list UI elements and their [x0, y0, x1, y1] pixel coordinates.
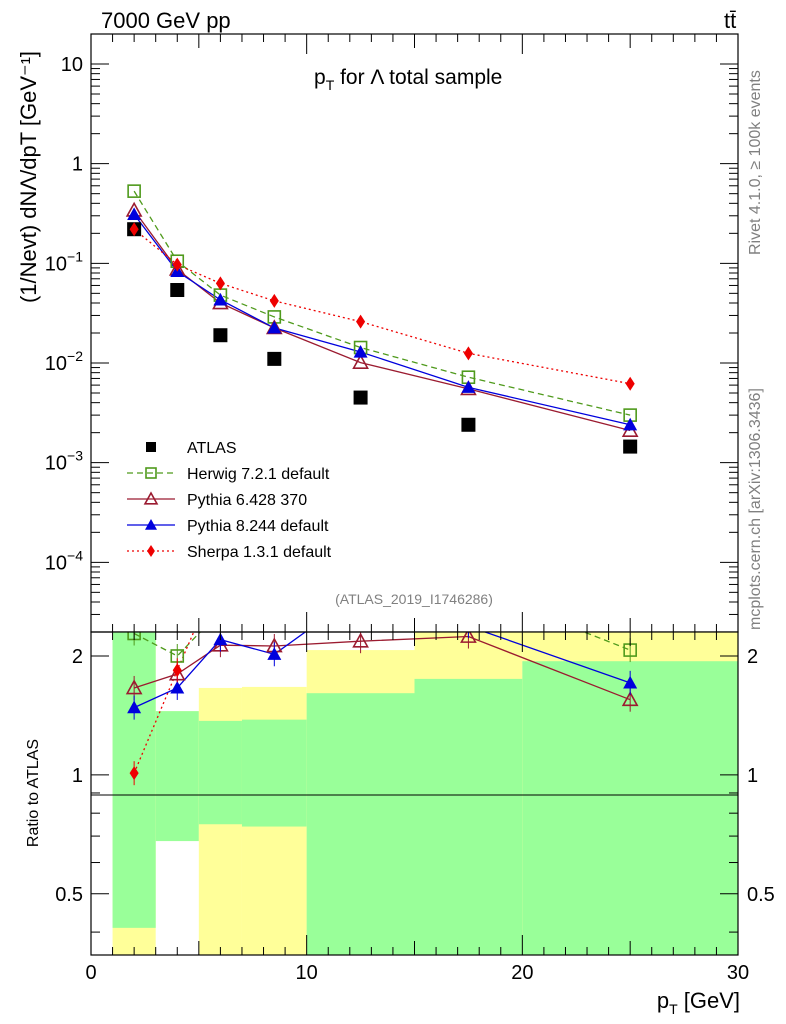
ratio-band-green: [241, 719, 307, 827]
main-y-tick-label: 1: [72, 154, 83, 176]
ratio-y-axis-label: Ratio to ATLAS: [25, 739, 42, 847]
legend-atlas-marker: [146, 442, 156, 452]
py8-point: [353, 344, 368, 358]
legend-atlas-label: ATLAS: [187, 440, 237, 457]
py8-line: [133, 213, 631, 426]
ratio-plot-frame: [90, 631, 739, 956]
sherpa-ratio-point: [464, 485, 473, 499]
py8-point: [623, 417, 638, 431]
ratio-y-tick-label-left: 1: [72, 765, 83, 787]
py8-point: [213, 292, 228, 306]
py8-point: [461, 380, 476, 393]
x-tick-label: 30: [727, 962, 749, 984]
herwig-ratio-point: [355, 575, 367, 587]
plot-title: pT for Λ total sample: [314, 66, 502, 93]
py8-ratio-point: [170, 680, 185, 694]
energy-label: 7000 GeV pp: [101, 8, 231, 33]
py8-ratio-point: [623, 675, 638, 689]
x-axis-label-subscript: T: [669, 1001, 678, 1017]
py6-ratio-point: [125, 679, 143, 695]
x-axis-label: pT [GeV]: [657, 988, 740, 1017]
ratio-band-green: [155, 711, 199, 842]
sherpa-ratio-point: [129, 766, 139, 781]
process-label: tt̄: [724, 8, 736, 33]
herwig-ratio-point: [268, 605, 280, 617]
ratio-y-tick-label-right: 0.5: [747, 884, 775, 906]
legend-herwig-label: Herwig 7.2.1 default: [187, 466, 330, 483]
main-y-axis-label: (1/Nevt) dNΛ/dpT [GeV⁻¹]: [16, 51, 41, 303]
atlas-point: [353, 390, 368, 405]
atlas-point: [623, 439, 638, 454]
legend-sherpa-label: Sherpa 1.3.1 default: [187, 544, 332, 561]
atlas-point: [461, 417, 476, 432]
ratio-band-green: [414, 678, 523, 955]
sherpa-point: [269, 293, 279, 308]
x-tick-label: 20: [511, 962, 533, 984]
atlas-point: [170, 283, 185, 298]
herwig-ratio-point: [214, 605, 226, 617]
sherpa-point: [215, 276, 225, 291]
py8-ratio-point: [461, 619, 475, 632]
legend-py8-label: Pythia 8.244 default: [187, 518, 329, 535]
legend-py6-label: Pythia 6.428 370: [187, 492, 307, 509]
sherpa-ratio-point: [172, 663, 182, 678]
atlas-point: [267, 351, 282, 366]
py8-ratio-point: [267, 647, 282, 660]
py6-ratio-point: [621, 691, 639, 707]
sherpa-point: [129, 222, 139, 237]
ratio-band-green: [306, 693, 415, 955]
legend-py8-marker: [145, 519, 157, 530]
py6-ratio-point: [352, 632, 369, 648]
py6-point: [352, 353, 369, 369]
main-y-tick-label: 10−4: [45, 547, 83, 574]
mcplots-label: mcplots.cern.ch [arXiv:1306.3436]: [747, 388, 764, 630]
ratio-y-tick-label-right: 1: [747, 765, 758, 787]
rivet-version-label: Rivet 4.1.0, ≥ 100k events: [747, 70, 764, 255]
ratio-y-tick-label-left: 0.5: [55, 884, 83, 906]
sherpa-point: [356, 314, 366, 329]
sherpa-point: [625, 376, 635, 391]
ratio-y-tick-label-right: 2: [747, 646, 758, 668]
py8-ratio-point: [127, 700, 142, 714]
sherpa-ratio-point: [626, 518, 635, 532]
x-tick-label: 0: [85, 962, 96, 984]
atlas-point: [213, 328, 228, 343]
main-plot: 10 1 10−1 10−2 10−3 10−4 pT for Λ total sampl…: [16, 33, 739, 633]
main-y-tick-label: 10−1: [45, 248, 83, 275]
sherpa-ratio-point: [356, 466, 365, 480]
sherpa-point: [172, 257, 182, 272]
py6-line: [133, 209, 631, 432]
plot-title-subscript: T: [326, 77, 335, 93]
legend-sherpa-marker: [147, 545, 155, 557]
sherpa-line: [133, 228, 631, 385]
py8-point: [127, 207, 142, 220]
sherpa-ratio-point: [216, 563, 225, 577]
main-y-tick-label: 10: [61, 54, 83, 76]
ratio-y-tick-label-left: 2: [72, 646, 83, 668]
herwig-line: [133, 190, 631, 416]
legend: ATLAS Herwig 7.2.1 default Pythia 6.428 37…: [127, 440, 332, 561]
analysis-id: (ATLAS_2019_I1746286): [335, 591, 493, 607]
main-y-tick-label: 10−3: [45, 448, 83, 475]
legend-py6-marker: [143, 491, 159, 505]
x-tick-label: 10: [296, 962, 318, 984]
herwig-point: [127, 184, 141, 198]
ratio-plot: 0.5 0.51 12 20 10 20 30 Ratio to ATLAS pT [GeV…: [25, 466, 775, 1017]
main-y-tick-label: 10−2: [45, 348, 83, 375]
legend-herwig-marker: [145, 467, 157, 479]
py8-point: [267, 320, 282, 334]
py6-ratio-point: [460, 632, 477, 643]
main-plot-frame: [90, 33, 739, 633]
ratio-band-green: [198, 720, 242, 825]
sherpa-point: [463, 346, 473, 361]
